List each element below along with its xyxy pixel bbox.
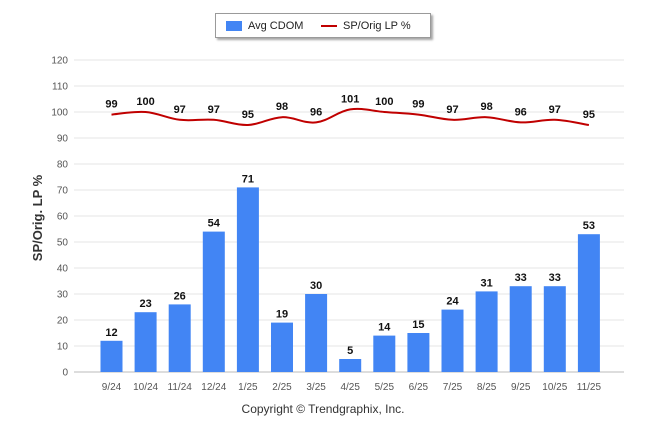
bar xyxy=(202,231,225,372)
bar-value-label: 31 xyxy=(480,277,492,289)
y-tick-label: 40 xyxy=(57,264,69,275)
y-tick-label: 0 xyxy=(62,368,68,379)
bar-value-label: 33 xyxy=(549,272,561,284)
bar-value-label: 54 xyxy=(208,218,221,230)
y-axis-label: SP/Orig. LP % xyxy=(30,174,45,261)
line-value-label: 95 xyxy=(583,109,595,121)
legend-line-swatch xyxy=(321,24,337,27)
x-tick-label: 11/24 xyxy=(168,382,193,393)
y-tick-label: 80 xyxy=(57,160,69,171)
bar xyxy=(475,291,498,372)
x-tick-label: 3/25 xyxy=(306,382,326,393)
y-tick-label: 110 xyxy=(52,82,68,93)
y-tick-label: 50 xyxy=(57,238,69,249)
y-tick-label: 30 xyxy=(57,290,69,301)
legend-bar-swatch xyxy=(226,20,242,31)
x-axis-ticks: 9/24 10/24 11/24 12/24 1/25 2/25 3/25 4/25 5/25 6… xyxy=(102,382,602,393)
bar xyxy=(100,340,123,372)
bar-value-label: 26 xyxy=(174,290,186,302)
x-tick-label: 11/25 xyxy=(577,382,602,393)
bar xyxy=(168,304,191,372)
bar-value-label: 15 xyxy=(412,319,424,331)
bar xyxy=(509,286,532,372)
bar xyxy=(236,187,259,372)
legend: Avg CDOM SP/Orig LP % xyxy=(215,13,431,38)
gridlines xyxy=(74,59,624,373)
line-value-label: 97 xyxy=(549,104,561,116)
y-tick-label: 10 xyxy=(57,342,69,353)
x-tick-label: 9/24 xyxy=(102,382,122,393)
line-series xyxy=(111,107,590,127)
line-value-label: 97 xyxy=(208,104,220,116)
y-tick-label: 90 xyxy=(57,134,69,145)
line-value-label: 101 xyxy=(341,93,359,105)
bar-value-label: 19 xyxy=(276,309,288,321)
bar-series xyxy=(100,187,600,372)
legend-item-bar: Avg CDOM xyxy=(226,14,303,37)
x-tick-label: 4/25 xyxy=(340,382,360,393)
bar-value-label: 30 xyxy=(310,280,322,292)
bar xyxy=(543,286,566,372)
x-tick-label: 12/24 xyxy=(201,382,226,393)
copyright-text: Copyright © Trendgraphix, Inc. xyxy=(241,402,405,416)
y-tick-label: 70 xyxy=(57,186,69,197)
line-value-label: 100 xyxy=(375,96,393,108)
bar xyxy=(305,294,328,372)
x-tick-label: 10/24 xyxy=(133,382,158,393)
x-tick-label: 7/25 xyxy=(443,382,463,393)
x-tick-label: 10/25 xyxy=(542,382,567,393)
y-tick-label: 20 xyxy=(57,316,69,327)
bar xyxy=(373,335,396,372)
x-tick-label: 9/25 xyxy=(511,382,531,393)
line-value-labels: 99 100 97 97 95 98 96 101 100 99 97 98 96 97 95 xyxy=(105,93,595,121)
bar-value-labels: 12 23 26 54 71 19 30 5 14 15 24 31 33 33 53 xyxy=(105,173,595,357)
y-tick-label: 60 xyxy=(57,212,69,223)
bar-value-label: 5 xyxy=(347,345,353,357)
line-value-label: 95 xyxy=(242,109,254,121)
bar-value-label: 71 xyxy=(242,173,254,185)
legend-bar-label: Avg CDOM xyxy=(248,19,304,32)
line-value-label: 99 xyxy=(105,99,117,111)
line-value-label: 96 xyxy=(310,106,322,118)
bar xyxy=(577,234,600,372)
x-tick-label: 5/25 xyxy=(375,382,395,393)
x-tick-label: 6/25 xyxy=(409,382,429,393)
bar xyxy=(134,312,157,372)
x-tick-label: 2/25 xyxy=(272,382,292,393)
bar-value-label: 12 xyxy=(105,327,117,339)
bar xyxy=(441,309,464,372)
x-tick-label: 8/25 xyxy=(477,382,497,393)
bar xyxy=(407,333,430,372)
y-tick-label: 100 xyxy=(51,108,68,119)
bar-value-label: 24 xyxy=(446,296,459,308)
x-tick-label: 1/25 xyxy=(238,382,258,393)
y-tick-label: 120 xyxy=(51,56,68,67)
line-value-label: 98 xyxy=(480,101,492,113)
bar-value-label: 14 xyxy=(378,322,391,334)
line-value-label: 100 xyxy=(136,96,154,108)
bar-value-label: 53 xyxy=(583,220,595,232)
y-axis-ticks: 0 10 20 30 40 50 60 70 80 90 100 110 120 xyxy=(51,56,68,379)
bar-value-label: 33 xyxy=(515,272,527,284)
line-value-label: 97 xyxy=(446,104,458,116)
bar xyxy=(271,322,293,372)
bar-value-label: 23 xyxy=(139,298,151,310)
bar xyxy=(339,359,362,372)
line-value-label: 99 xyxy=(412,99,424,111)
line-value-label: 98 xyxy=(276,101,288,113)
line-value-label: 97 xyxy=(174,104,186,116)
legend-line-label: SP/Orig LP % xyxy=(343,19,411,32)
line-value-label: 96 xyxy=(515,106,527,118)
legend-item-line: SP/Orig LP % xyxy=(321,14,411,37)
